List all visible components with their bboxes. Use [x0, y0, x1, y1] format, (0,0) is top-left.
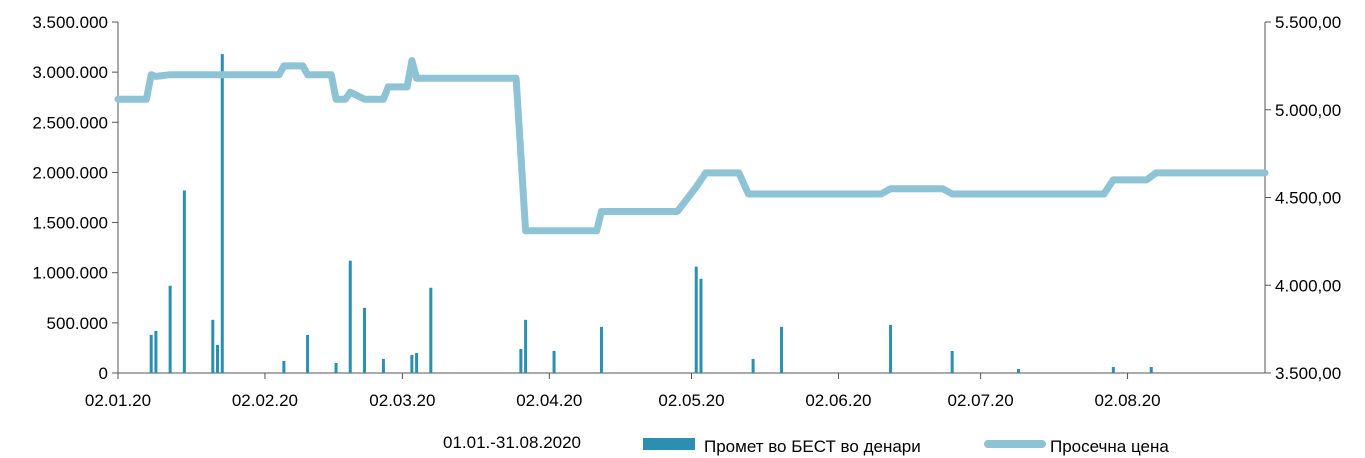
turnover-bar — [429, 287, 433, 373]
turnover-bar — [699, 278, 703, 373]
turnover-bar — [1017, 368, 1021, 373]
turnover-bar — [950, 350, 954, 373]
turnover-bar — [694, 266, 698, 373]
left-tick-label: 0 — [99, 364, 108, 383]
right-tick-label: 4.000,00 — [1275, 276, 1341, 295]
turnover-bar — [211, 319, 215, 373]
right-axis-ticks: 3.500,00 4.000,00 4.500,00 5.000,00 5.500,00 — [1265, 13, 1341, 383]
x-tick-label: 02.02.20 — [232, 391, 298, 410]
turnover-bars — [149, 54, 1153, 373]
turnover-bar — [306, 334, 310, 373]
turnover-bar — [780, 326, 784, 373]
turnover-bar — [751, 358, 755, 373]
left-tick-label: 3.500.000 — [32, 13, 108, 32]
left-tick-label: 2.000.000 — [32, 163, 108, 182]
turnover-bar — [524, 319, 528, 373]
turnover-bar — [182, 190, 186, 373]
turnover-bar — [334, 362, 338, 373]
price-line — [114, 57, 1269, 235]
left-tick-label: 1.000.000 — [32, 264, 108, 283]
period-label: 01.01.-31.08.2020 — [443, 433, 581, 452]
turnover-bar — [362, 307, 366, 373]
right-tick-label: 5.000,00 — [1275, 101, 1341, 120]
turnover-bar — [599, 326, 603, 373]
legend-label-turnover: Промет во БЕСТ во денари — [704, 437, 921, 456]
right-tick-label: 5.500,00 — [1275, 13, 1341, 32]
turnover-bar — [282, 360, 286, 373]
x-tick-label: 02.06.20 — [805, 391, 871, 410]
turnover-bar — [168, 285, 172, 373]
x-axis-ticks: 02.01.20 02.02.20 02.03.20 02.04.20 02.05.20… — [85, 373, 1161, 410]
turnover-bar — [149, 334, 153, 373]
turnover-bar — [519, 348, 523, 373]
x-tick-label: 02.05.20 — [658, 391, 724, 410]
right-tick-label: 3.500,00 — [1275, 364, 1341, 383]
legend-label-price: Просечна цена — [1050, 437, 1169, 456]
price-line-group — [114, 57, 1269, 235]
turnover-bar — [1149, 366, 1153, 373]
turnover-bar — [889, 324, 893, 373]
x-tick-label: 02.04.20 — [516, 391, 582, 410]
turnover-bar — [348, 260, 352, 373]
x-tick-label: 02.01.20 — [85, 391, 151, 410]
turnover-bar — [415, 352, 419, 373]
x-tick-label: 02.03.20 — [369, 391, 435, 410]
left-tick-label: 1.500.000 — [32, 214, 108, 233]
left-tick-label: 3.000.000 — [32, 63, 108, 82]
turnover-bar — [220, 54, 224, 373]
turnover-bar — [1111, 366, 1115, 373]
legend: 01.01.-31.08.2020 Промет во БЕСТ во дена… — [443, 433, 1169, 456]
turnover-bar — [552, 350, 556, 373]
left-axis-ticks: 0 500.000 1.000.000 1.500.000 2.000.000 2.500… — [32, 13, 118, 383]
left-tick-label: 2.500.000 — [32, 113, 108, 132]
right-tick-label: 4.500,00 — [1275, 189, 1341, 208]
legend-swatch-turnover — [643, 438, 695, 450]
turnover-bar — [381, 358, 385, 373]
x-tick-label: 02.08.20 — [1094, 391, 1160, 410]
turnover-bar — [216, 344, 220, 373]
x-tick-label: 02.07.20 — [948, 391, 1014, 410]
turnover-bar — [154, 330, 158, 373]
left-tick-label: 500.000 — [47, 314, 108, 333]
turnover-bar — [410, 354, 414, 373]
